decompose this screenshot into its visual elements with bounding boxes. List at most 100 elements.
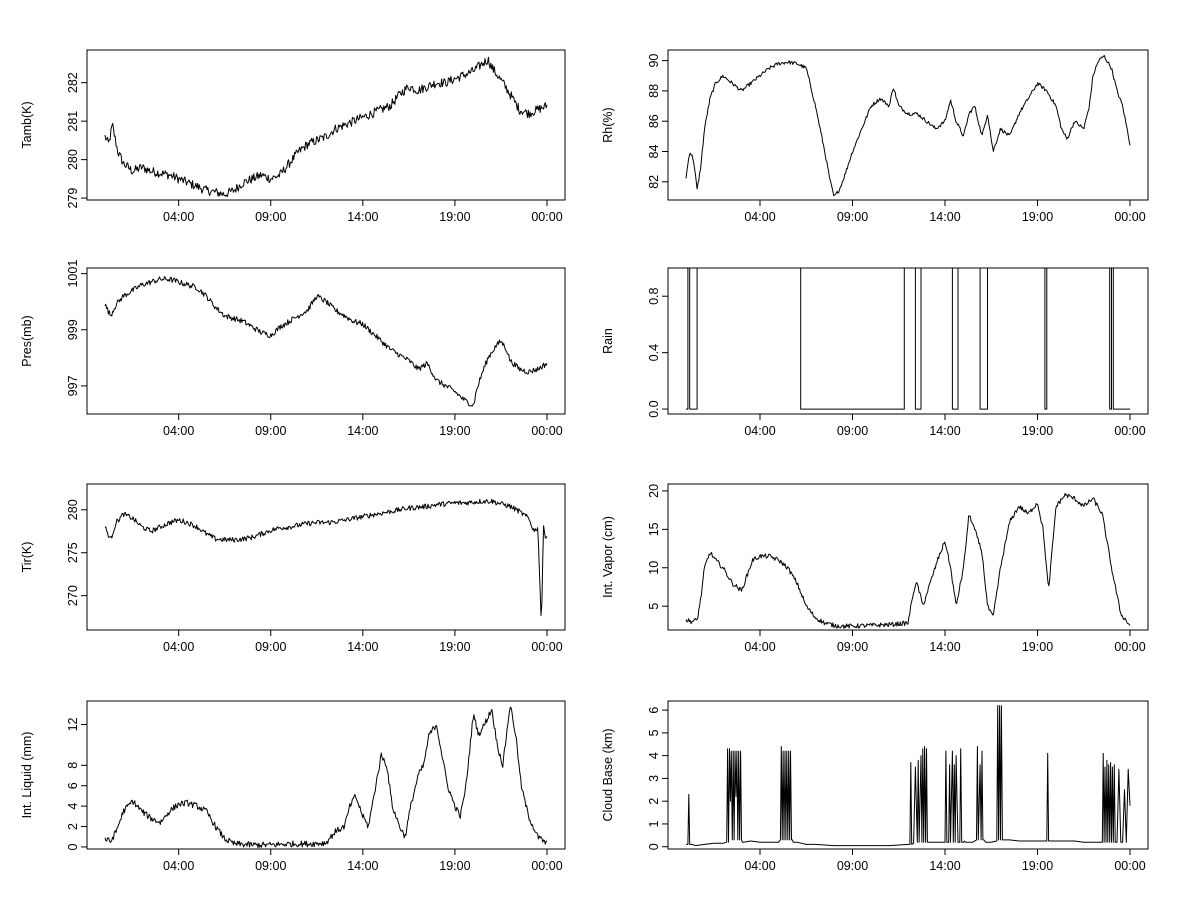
y-tick-label: 1001	[66, 260, 80, 288]
x-tick-label: 09:00	[837, 424, 868, 438]
y-tick-label: 4	[647, 752, 661, 759]
series-line-0	[685, 55, 1131, 197]
plot-frame	[667, 483, 1149, 631]
y-tick-label: 15	[647, 522, 661, 536]
y-tick-label: 270	[66, 585, 80, 606]
x-tick-label: 14:00	[347, 210, 378, 224]
series-line-0	[104, 706, 548, 849]
series-line-0	[685, 492, 1131, 629]
y-tick-label: 279	[66, 188, 80, 209]
x-tick-label: 04:00	[744, 640, 775, 654]
chart-panel-7: 04:00 09:00 14:00 19:00 00:00 0 1 2 3 4 5 6 Cloud Ba…	[601, 700, 1149, 873]
y-tick-label: 88	[647, 84, 661, 98]
x-tick-label: 19:00	[439, 210, 470, 224]
x-tick-label: 04:00	[744, 424, 775, 438]
x-tick-label: 14:00	[929, 210, 960, 224]
y-tick-label: 0	[66, 843, 80, 850]
x-tick-label: 14:00	[929, 640, 960, 654]
y-tick-label: 282	[66, 72, 80, 93]
y-tick-label: 1	[647, 820, 661, 827]
chart-panel-5: 04:00 09:00 14:00 19:00 00:00 5 10 15 20 Int. Vap…	[601, 483, 1149, 654]
x-tick-label: 00:00	[531, 210, 562, 224]
y-tick-label: 0.8	[647, 287, 661, 304]
y-tick-label: 997	[66, 375, 80, 396]
x-tick-label: 09:00	[837, 640, 868, 654]
y-tick-label: 84	[647, 145, 661, 159]
series-line-0	[104, 276, 548, 407]
y-tick-label: 5	[647, 603, 661, 610]
x-tick-label: 19:00	[439, 640, 470, 654]
plot-frame	[86, 49, 566, 201]
y-axis-title: Int. Liquid (mm)	[20, 732, 34, 819]
x-tick-label: 09:00	[837, 859, 868, 873]
series-line-0	[686, 267, 1130, 410]
y-tick-label: 8	[66, 762, 80, 769]
chart-panel-1: 04:00 09:00 14:00 19:00 00:00 82 84 86 88 90 Rh(%)	[601, 49, 1149, 224]
x-tick-label: 00:00	[531, 640, 562, 654]
x-tick-label: 00:00	[531, 859, 562, 873]
y-tick-label: 0.4	[647, 344, 661, 361]
series-line-0	[104, 498, 548, 616]
plot-frame	[86, 267, 566, 415]
y-tick-label: 4	[66, 803, 80, 810]
y-tick-label: 275	[66, 542, 80, 563]
x-tick-label: 09:00	[255, 859, 286, 873]
y-tick-label: 0.0	[647, 400, 661, 417]
y-tick-label: 20	[647, 484, 661, 498]
series-line-0	[686, 705, 1131, 847]
x-tick-label: 04:00	[163, 859, 194, 873]
chart-panel-3: 04:00 09:00 14:00 19:00 00:00 0.0 0.4 0.8 Rain	[601, 267, 1149, 438]
y-tick-label: 6	[647, 707, 661, 714]
y-axis-title: Rain	[601, 328, 615, 354]
y-tick-label: 90	[647, 54, 661, 68]
y-tick-label: 999	[66, 319, 80, 340]
x-tick-label: 09:00	[255, 424, 286, 438]
x-tick-label: 04:00	[163, 424, 194, 438]
y-tick-label: 2	[66, 823, 80, 830]
x-tick-label: 04:00	[744, 859, 775, 873]
chart-panel-6: 04:00 09:00 14:00 19:00 00:00 0 2 4 6 8 12 Int. Liq…	[20, 700, 566, 873]
plot-frame	[667, 49, 1149, 201]
y-tick-label: 10	[647, 561, 661, 575]
x-tick-label: 00:00	[1114, 424, 1145, 438]
x-tick-label: 09:00	[255, 640, 286, 654]
x-tick-label: 00:00	[1114, 210, 1145, 224]
y-tick-label: 280	[66, 149, 80, 170]
y-axis-title: Tir(K)	[20, 542, 34, 573]
chart-panel-0: 04:00 09:00 14:00 19:00 00:00 279 280 281 282 Tam…	[20, 49, 566, 224]
plot-frame	[86, 483, 566, 631]
chart-panel-4: 04:00 09:00 14:00 19:00 00:00 270 275 280 Tir(K)	[20, 483, 566, 654]
x-tick-label: 09:00	[255, 210, 286, 224]
x-tick-label: 19:00	[1022, 640, 1053, 654]
x-tick-label: 14:00	[347, 640, 378, 654]
y-tick-label: 6	[66, 782, 80, 789]
y-tick-label: 281	[66, 111, 80, 132]
x-tick-label: 19:00	[439, 424, 470, 438]
y-axis-title: Cloud Base (km)	[601, 728, 615, 821]
y-tick-label: 12	[66, 717, 80, 731]
plot-frame	[86, 700, 566, 850]
x-tick-label: 00:00	[531, 424, 562, 438]
x-tick-label: 14:00	[929, 424, 960, 438]
y-axis-title: Rh(%)	[601, 107, 615, 142]
y-tick-label: 86	[647, 114, 661, 128]
y-tick-label: 5	[647, 729, 661, 736]
y-tick-label: 280	[66, 499, 80, 520]
x-tick-label: 04:00	[163, 640, 194, 654]
chart-panel-2: 04:00 09:00 14:00 19:00 00:00 997 999 1001 Pres(…	[20, 260, 566, 438]
series-line-0	[104, 56, 548, 198]
x-tick-label: 04:00	[163, 210, 194, 224]
x-tick-label: 14:00	[347, 859, 378, 873]
x-tick-label: 00:00	[1114, 640, 1145, 654]
x-tick-label: 19:00	[1022, 210, 1053, 224]
y-axis-title: Tamb(K)	[20, 101, 34, 148]
plot-frame	[667, 267, 1149, 415]
x-tick-label: 00:00	[1114, 859, 1145, 873]
y-tick-label: 2	[647, 798, 661, 805]
x-tick-label: 14:00	[347, 424, 378, 438]
y-tick-label: 0	[647, 843, 661, 850]
x-tick-label: 14:00	[929, 859, 960, 873]
y-axis-title: Pres(mb)	[20, 315, 34, 366]
x-tick-label: 04:00	[744, 210, 775, 224]
